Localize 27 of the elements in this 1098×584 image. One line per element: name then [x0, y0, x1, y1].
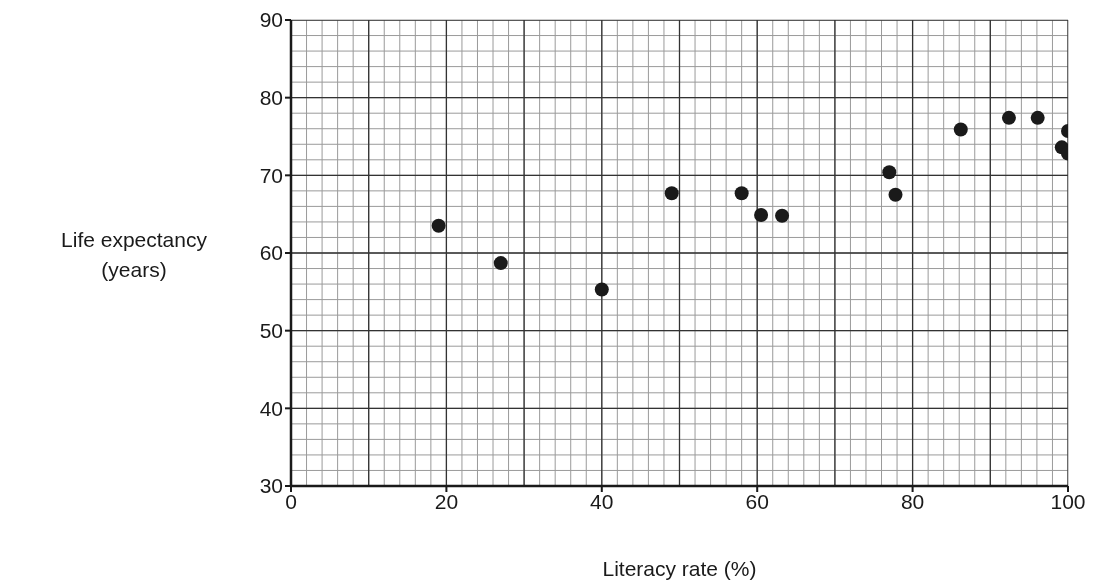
y-tick-label: 70 — [259, 163, 283, 187]
point — [775, 208, 790, 223]
y-axis-title: Life expectancy (years) — [61, 228, 208, 281]
y-tick-label: 30 — [259, 474, 283, 498]
y-tick-label: 50 — [259, 319, 283, 343]
point — [664, 186, 679, 201]
point — [493, 256, 508, 271]
point — [594, 282, 609, 297]
point — [431, 218, 446, 233]
y-tick-label: 60 — [259, 241, 283, 265]
x-axis-title: Literacy rate (%) — [602, 557, 757, 580]
point — [882, 165, 897, 180]
x-tick-label: 40 — [590, 489, 614, 513]
point — [734, 186, 749, 201]
x-tick-label: 80 — [900, 489, 925, 513]
x-tick-label: 0 — [285, 489, 297, 513]
point — [953, 122, 968, 137]
y-tick-label: 90 — [259, 8, 283, 32]
y-tick-label: 80 — [259, 86, 283, 110]
point — [1030, 110, 1045, 125]
point — [754, 207, 769, 222]
point — [1001, 110, 1016, 125]
y-tick-label: 40 — [259, 396, 283, 420]
x-tick-label: 100 — [1050, 489, 1086, 513]
x-tick-label: 60 — [745, 489, 769, 513]
point — [888, 187, 903, 202]
x-tick-label: 20 — [434, 489, 459, 513]
